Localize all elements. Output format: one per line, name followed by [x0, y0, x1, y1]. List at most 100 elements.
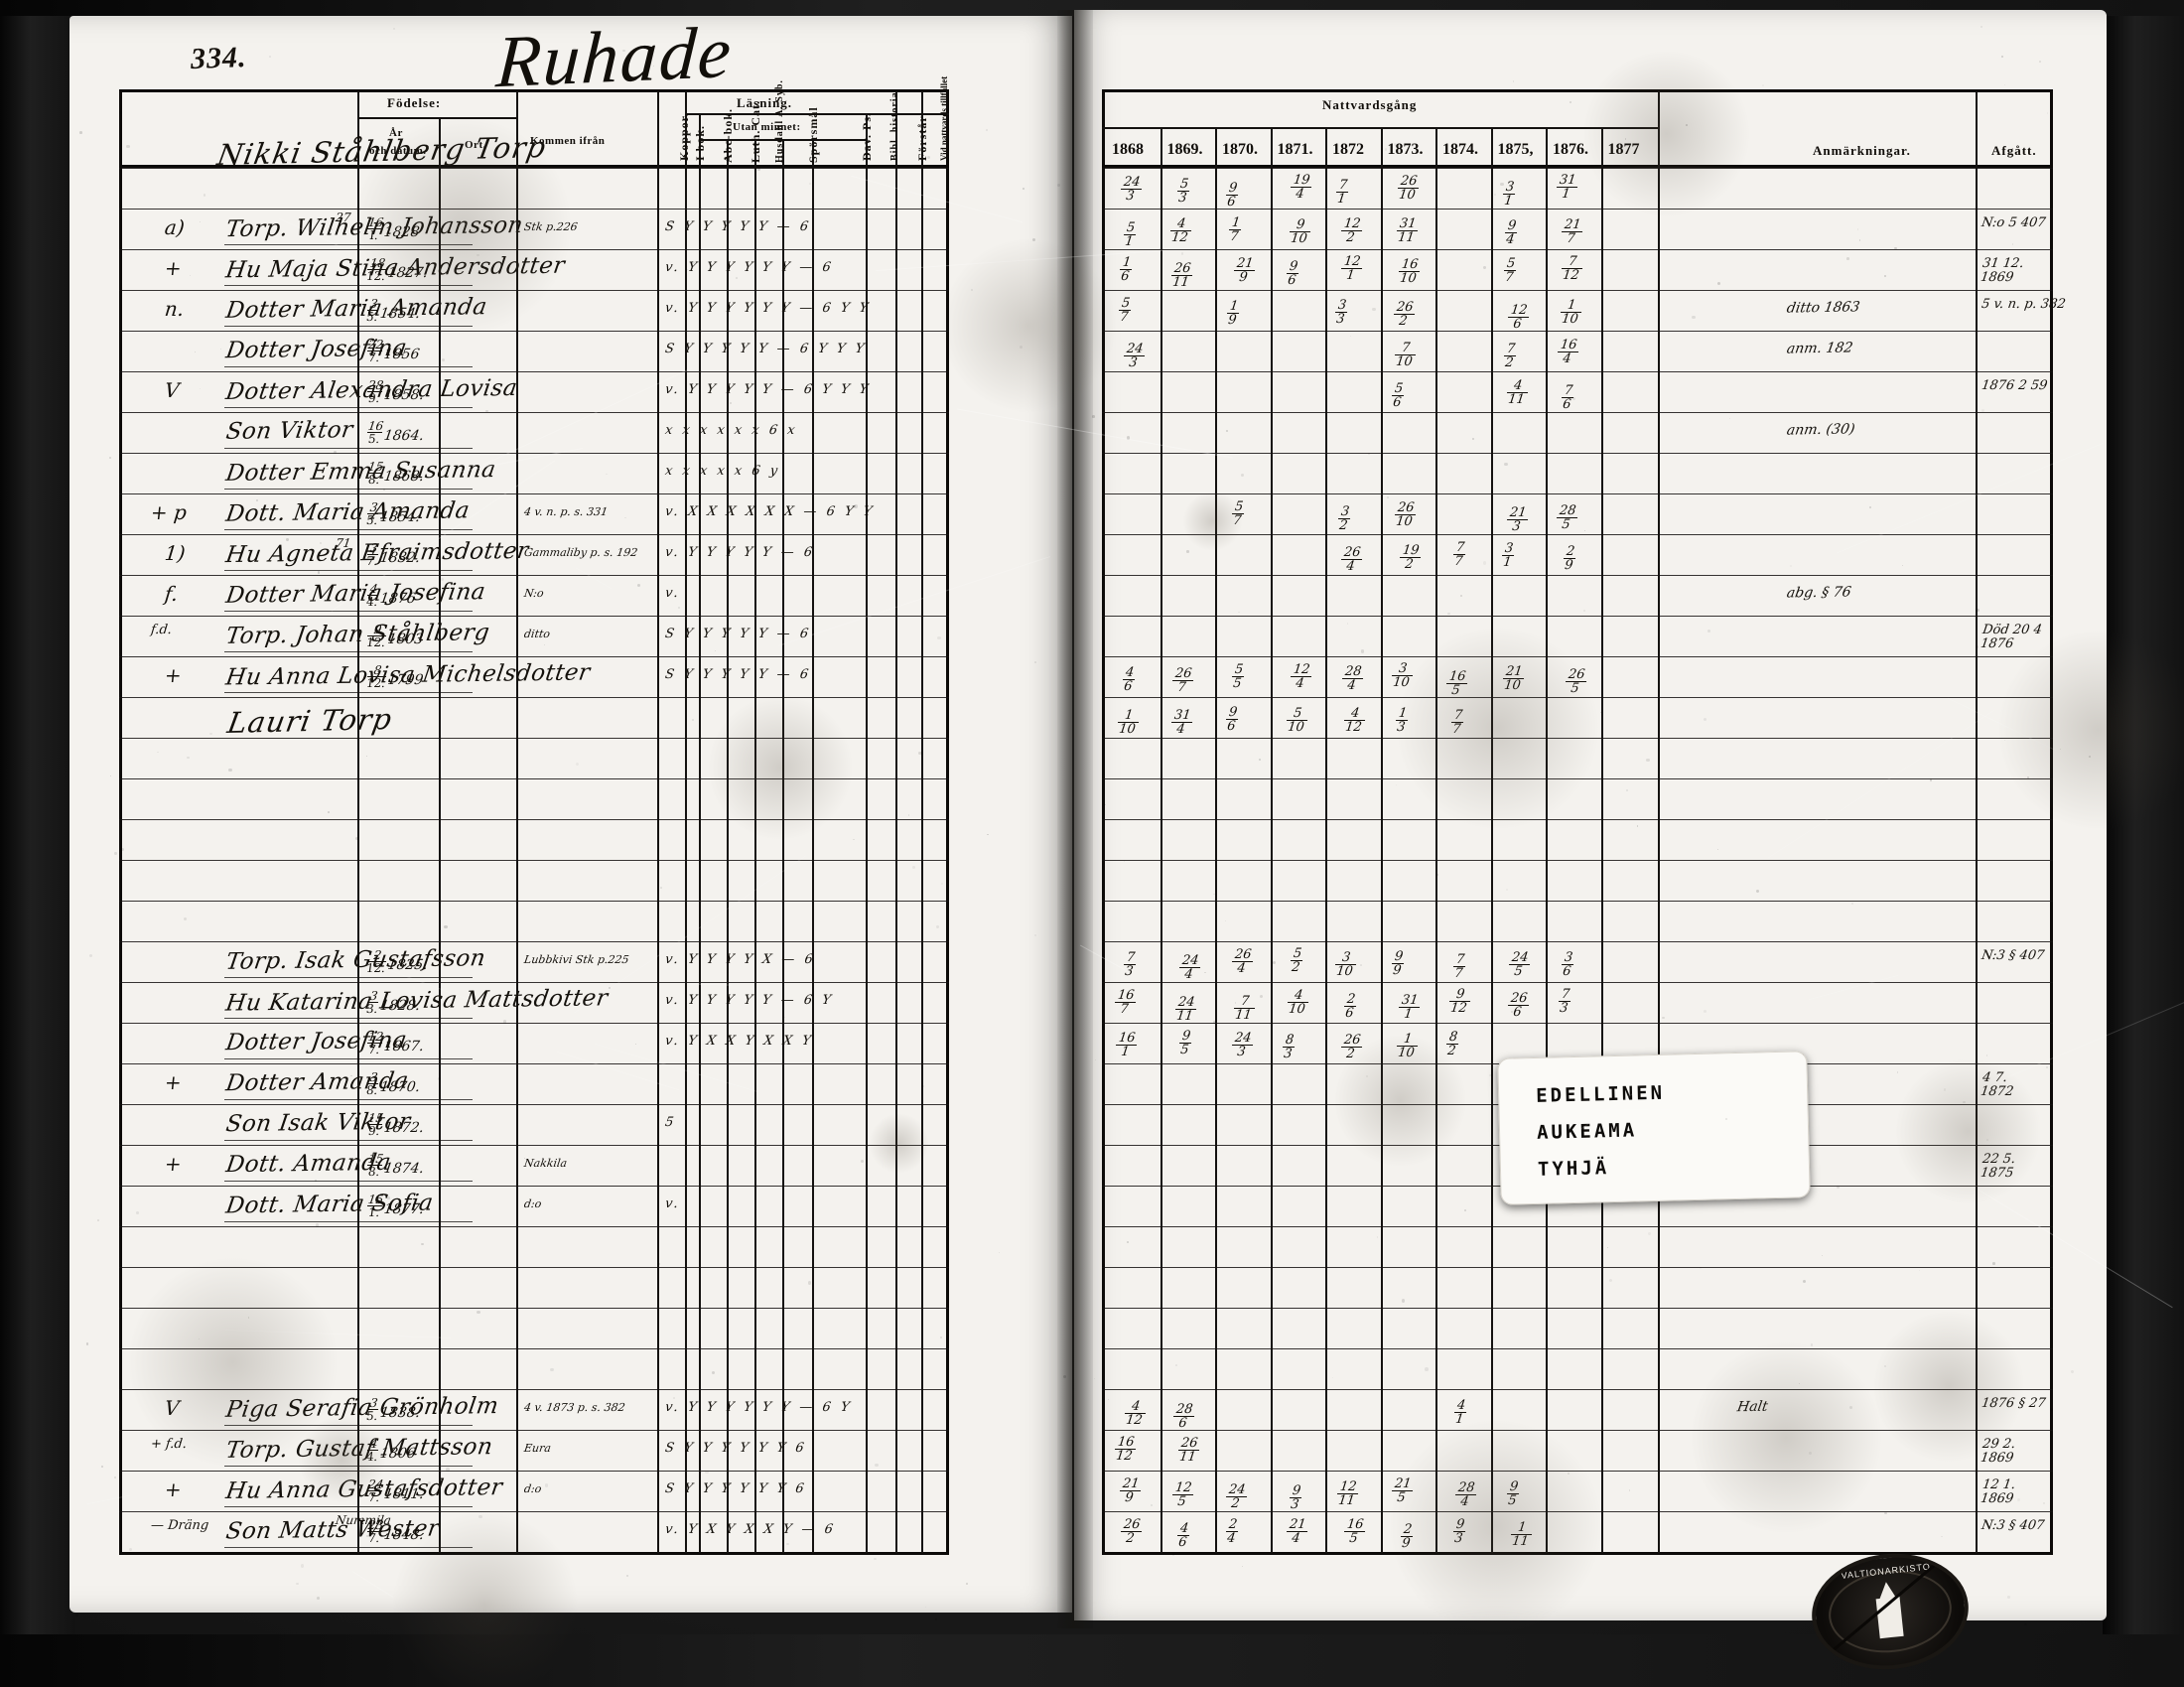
came-from-value: Nakkila: [523, 1157, 569, 1170]
communion-year-1871: 1871.: [1277, 141, 1313, 158]
communion-year-1874: 1874.: [1442, 141, 1478, 158]
row-rule-left-8: [119, 493, 949, 494]
reading-marks: v. Y X X Y X X Y: [663, 1034, 815, 1049]
left-table-bottom-border: [119, 1552, 949, 1555]
member-name: Torp. Johan Ståhlberg: [223, 620, 491, 649]
row-rule-right-1: [1102, 209, 2053, 210]
hdr-kommen-ifran: Kommen ifrån: [530, 135, 606, 147]
row-rule-left-33: [119, 1511, 949, 1512]
row-rule-right-4: [1102, 331, 2053, 332]
communion-year-1876: 1876.: [1553, 141, 1588, 158]
communion-mark: 9 10: [1288, 217, 1311, 246]
name-underline: [224, 529, 473, 530]
row-mark: +: [163, 1152, 184, 1176]
communion-col-sep-7: [1490, 129, 1493, 1553]
reading-marks: S Y Y Y Y Y Y 6: [663, 1481, 808, 1496]
communion-mark: 31 1: [1397, 993, 1421, 1022]
hdr-afgatt: Afgått.: [1991, 143, 2037, 158]
member-name: Dotter Maria Josefina: [223, 579, 487, 609]
communion-mark: 26 7: [1170, 666, 1194, 695]
hdr-nattvardsgang: Nattvardsgång: [1322, 97, 1418, 112]
birth-superscript: Nummila: [335, 1513, 392, 1527]
communion-mark: 12 5: [1170, 1480, 1194, 1509]
birth-date: 4 4. 1806: [365, 1437, 417, 1464]
communion-mark: 19 2: [1398, 543, 1422, 572]
communion-mark: 4 12: [1168, 216, 1192, 245]
row-rule-left-7: [119, 453, 949, 454]
row-mark: + f.d.: [150, 1437, 188, 1452]
communion-mark: 24 2: [1224, 1482, 1249, 1511]
row-rule-right-26: [1102, 1226, 2053, 1227]
row-rule-left-15: [119, 778, 949, 779]
row-rule-right-6: [1102, 412, 2053, 413]
left-page: [69, 16, 1072, 1613]
communion-mark: 21 9: [1118, 1476, 1143, 1505]
birth-superscript: 27: [335, 211, 352, 224]
row-rule-right-7: [1102, 453, 2053, 454]
name-underline: [224, 366, 473, 367]
communion-mark: 24 3: [1230, 1031, 1255, 1059]
name-underline: [224, 489, 473, 490]
communion-mark: 1 10: [1395, 1032, 1419, 1060]
communion-mark: 3 10: [1390, 661, 1414, 690]
row-rule-left-29: [119, 1348, 949, 1349]
hdr-anmarkningar: Anmärkningar.: [1813, 143, 1911, 158]
row-rule-right-9: [1102, 534, 2053, 535]
row-rule-right-19: [1102, 941, 2053, 942]
communion-year-1873: 1873.: [1387, 141, 1424, 158]
birth-date: 28 9. 1858.: [366, 378, 426, 405]
communion-col-sep-5: [1380, 129, 1383, 1553]
row-rule-right-5: [1102, 371, 2053, 372]
remark-entry: anm. 182: [1785, 340, 1854, 357]
archive-sticker: EDELLINEN AUKEAMA TYHJÄ: [1497, 1051, 1811, 1205]
row-mark: — Dräng: [150, 1518, 210, 1533]
birth-date: 15 8. 1874.: [366, 1152, 426, 1179]
reading-marks: v. Y Y Y Y Y Y — 6 Y: [663, 1400, 854, 1415]
communion-mark: 7 10: [1393, 341, 1417, 369]
row-rule-left-18: [119, 901, 949, 902]
row-rule-right-16: [1102, 819, 2053, 820]
communion-mark: 26 2: [1392, 300, 1416, 329]
left-table-right-border: [946, 89, 949, 1555]
row-rule-left-0: [119, 168, 949, 169]
sticker-line-2: AUKEAMA: [1536, 1119, 1638, 1144]
left-col-sep-sporsmal: [812, 139, 814, 1553]
page-number: 334.: [190, 41, 248, 75]
birth-date: 3 5. 1854.: [365, 500, 422, 527]
communion-mark: 26 2: [1339, 1033, 1364, 1061]
birth-date: 15 8. 1868.: [366, 460, 426, 487]
communion-mark: 7 12: [1560, 254, 1584, 283]
birth-date: 4 4. 1876: [365, 582, 417, 609]
communion-mark: 12 1: [1339, 254, 1364, 283]
came-from-value: N:o: [523, 587, 545, 600]
member-name: Son Viktor: [223, 417, 355, 445]
member-name: Dotter Emma Susanna: [223, 457, 498, 487]
sticker-line-1: EDELLINEN: [1535, 1081, 1666, 1107]
hdr-bibl-historia: Bibl. historia: [889, 91, 900, 161]
communion-mark: 21 3: [1505, 505, 1529, 534]
row-mark: f.: [163, 582, 180, 606]
communion-mark: 24 5: [1507, 950, 1531, 979]
left-col-sep-year: [439, 117, 441, 1553]
reading-marks: v.: [663, 1196, 683, 1211]
communion-mark: 31 11: [1396, 216, 1419, 246]
book-gutter: [1057, 10, 1093, 1628]
communion-year-1869: 1869.: [1166, 141, 1203, 158]
member-name: Piga Serafia Grönholm: [223, 1393, 500, 1423]
name-underline: [224, 1181, 473, 1182]
afgatt-value: 29 2. 1869: [1979, 1437, 2017, 1467]
row-rule-right-0: [1102, 168, 2053, 169]
birth-superscript: 71: [335, 536, 352, 550]
reading-marks: 5: [663, 1115, 678, 1130]
row-rule-right-15: [1102, 778, 2053, 779]
hdr-sporsmal: Spörsmål: [806, 106, 820, 163]
name-underline: [224, 1099, 473, 1100]
row-rule-left-14: [119, 738, 949, 739]
communion-mark: 26 6: [1506, 991, 1530, 1020]
communion-mark: 24 3: [1122, 342, 1147, 370]
communion-mark: 26 11: [1177, 1436, 1200, 1466]
right-table-left-border: [1102, 89, 1105, 1555]
row-mark: V: [163, 1396, 181, 1420]
row-rule-left-27: [119, 1267, 949, 1268]
row-rule-right-8: [1102, 493, 2053, 494]
